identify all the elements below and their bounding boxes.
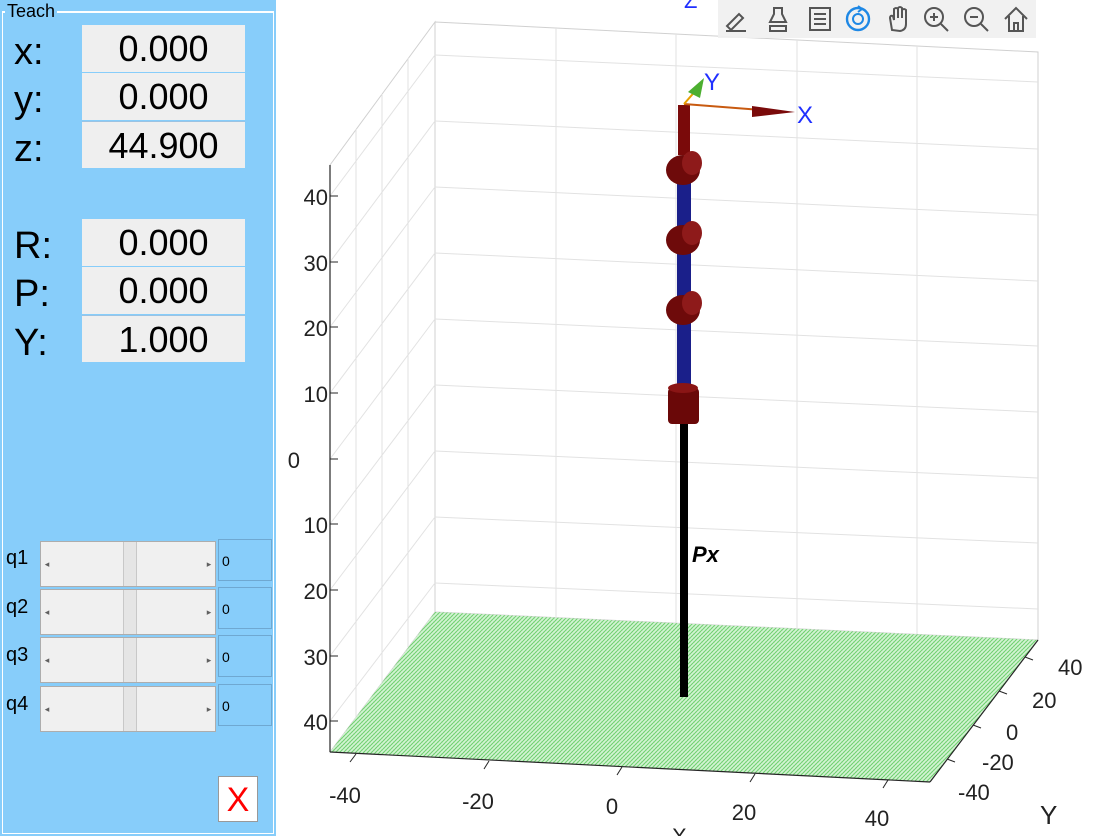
slider-thumb[interactable] (123, 590, 137, 634)
z-axis-label-clipped: Z (684, 0, 697, 13)
joint-q2-slider[interactable]: ◂ ▸ (40, 589, 216, 635)
pose-pitch-value: 0.000 (82, 267, 245, 314)
robot-name-label: Px (692, 542, 720, 567)
frame-x-label: X (797, 102, 813, 129)
slider-left-arrow-icon[interactable]: ◂ (44, 559, 50, 569)
slider-right-arrow-icon[interactable]: ▸ (206, 704, 212, 714)
zoom-out-icon[interactable] (962, 4, 990, 34)
joint-q4-slider[interactable]: ◂ ▸ (40, 686, 216, 732)
x-tick-label: -20 (462, 789, 494, 814)
y-tick-label: -20 (982, 750, 1014, 775)
joint-sphere (666, 291, 702, 325)
pose-x-label: x: (14, 31, 44, 73)
figure-toolbar (718, 0, 1036, 38)
pose-y-value: 0.000 (82, 73, 245, 120)
x-tick-label: 0 (606, 794, 618, 819)
slider-left-arrow-icon[interactable]: ◂ (44, 607, 50, 617)
joint-q4-value-field[interactable]: 0 (218, 684, 272, 726)
pan-icon[interactable] (884, 4, 912, 34)
data-cursor-icon[interactable] (764, 4, 792, 34)
joint-q4-label: q4 (6, 693, 29, 715)
slider-right-arrow-icon[interactable]: ▸ (206, 655, 212, 665)
frame-y-label: Y (704, 69, 720, 96)
pose-y-label: y: (14, 79, 44, 121)
y-tick-label: -40 (958, 780, 990, 805)
teach-panel: Teach x: 0.000 y: 0.000 z: 44.900 R: 0.0… (0, 0, 276, 836)
frame-x-arrow-icon (752, 106, 795, 117)
slider-thumb[interactable] (123, 687, 137, 731)
pose-yaw-label: Y: (14, 322, 48, 364)
pose-x-value: 0.000 (82, 25, 245, 72)
x-tick-label: 40 (865, 806, 889, 831)
pose-roll-label: R: (14, 225, 52, 267)
slider-right-arrow-icon[interactable]: ▸ (206, 559, 212, 569)
pose-yaw-value: 1.000 (82, 315, 245, 362)
z-tick-label: 0 (288, 448, 300, 473)
slider-left-arrow-icon[interactable]: ◂ (44, 704, 50, 714)
z-tick-label: 10 (304, 382, 328, 407)
z-tick-label: 40 (304, 185, 328, 210)
slider-thumb[interactable] (123, 638, 137, 682)
y-tick-label: 40 (1058, 655, 1082, 680)
pose-z-value: 44.900 (82, 121, 245, 168)
joint-sphere (666, 221, 702, 255)
brush-edit-icon[interactable] (722, 4, 750, 34)
x-axis-label-clipped: X (672, 824, 687, 836)
joint-q1-slider[interactable]: ◂ ▸ (40, 541, 216, 587)
frame-y-arrow-icon (688, 78, 704, 98)
joint-q1-label: q1 (6, 547, 29, 569)
base-pole (680, 420, 688, 697)
z-tick-label: 20 (304, 316, 328, 341)
y-tick-label: 20 (1032, 688, 1056, 713)
joint-q2-label: q2 (6, 596, 29, 618)
joint-q3-value-field[interactable]: 0 (218, 635, 272, 677)
x-tick-label: 20 (732, 800, 756, 825)
y-tick-label: 0 (1006, 720, 1018, 745)
slider-right-arrow-icon[interactable]: ▸ (206, 607, 212, 617)
joint-q3-label: q3 (6, 644, 29, 666)
teach-panel-title: Teach (5, 1, 58, 21)
pose-roll-value: 0.000 (82, 219, 245, 266)
home-icon[interactable] (1002, 4, 1030, 34)
joint-q3-slider[interactable]: ◂ ▸ (40, 637, 216, 683)
z-tick-label: 20 (304, 579, 328, 604)
base-joint (668, 388, 699, 424)
z-tick-label: 30 (304, 645, 328, 670)
x-tick-label: -40 (329, 783, 361, 808)
joint-q2-value-field[interactable]: 0 (218, 587, 272, 629)
z-tick-label: 30 (304, 251, 328, 276)
rotate-3d-icon[interactable] (844, 4, 872, 34)
slider-left-arrow-icon[interactable]: ◂ (44, 655, 50, 665)
y-axis-label: Y (1040, 800, 1057, 830)
z-tick-label: 40 (304, 710, 328, 735)
teach-frame (2, 11, 274, 834)
pose-z-label: z: (14, 128, 44, 170)
close-button[interactable]: X (218, 776, 258, 822)
robot-model: X Y Px (666, 69, 813, 697)
z-tick-label: 10 (304, 513, 328, 538)
pose-pitch-label: P: (14, 273, 50, 315)
plot-area[interactable]: 40 30 20 10 0 10 20 30 40 -40 -20 0 20 4… (276, 0, 1116, 836)
joint-sphere (666, 151, 702, 185)
link-segment (677, 175, 691, 390)
slider-thumb[interactable] (123, 542, 137, 586)
legend-icon[interactable] (806, 4, 834, 34)
joint-q1-value-field[interactable]: 0 (218, 539, 272, 581)
end-link (678, 105, 690, 155)
zoom-in-icon[interactable] (922, 4, 950, 34)
